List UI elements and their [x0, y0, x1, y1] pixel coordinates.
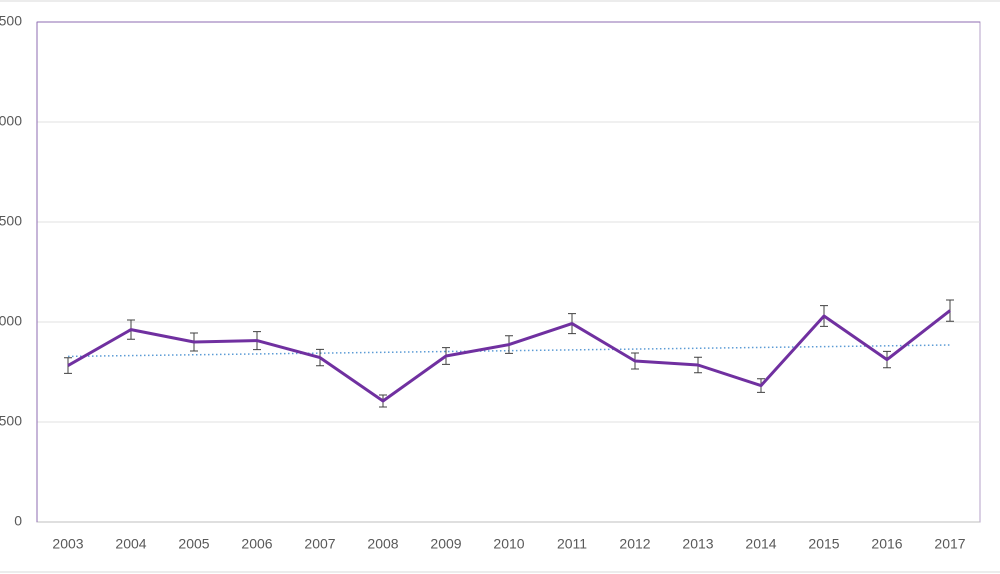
y-tick-label: 2000: [0, 113, 22, 129]
x-tick-label: 2003: [52, 536, 83, 552]
x-tick-label: 2016: [871, 536, 902, 552]
x-tick-label: 2010: [493, 536, 524, 552]
x-tick-label: 2007: [304, 536, 335, 552]
y-tick-label: 0: [14, 513, 22, 529]
x-tick-label: 2011: [557, 536, 587, 552]
y-tick-label: 500: [0, 413, 22, 429]
y-tick-label: 1000: [0, 313, 22, 329]
x-tick-label: 2013: [682, 536, 713, 552]
y-tick-label: 1500: [0, 213, 22, 229]
x-tick-label: 2009: [430, 536, 461, 552]
x-tick-label: 2008: [367, 536, 398, 552]
x-tick-label: 2006: [241, 536, 272, 552]
x-tick-label: 2015: [808, 536, 839, 552]
line: [67, 309, 951, 403]
y-tick-label: 2500: [0, 13, 22, 29]
plot-border: [36, 21, 981, 523]
x-tick-label: 2005: [178, 536, 209, 552]
x-tick-label: 2014: [745, 536, 776, 552]
x-tick-label: 2017: [934, 536, 965, 552]
x-tick-label: 2004: [115, 536, 146, 552]
x-tick-label: 2012: [619, 536, 650, 552]
